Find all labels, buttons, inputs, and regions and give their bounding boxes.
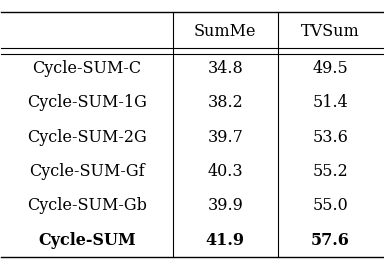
Text: Cycle-SUM: Cycle-SUM — [38, 232, 136, 249]
Text: 39.7: 39.7 — [207, 129, 243, 145]
Text: TVSum: TVSum — [301, 23, 359, 40]
Text: Cycle-SUM-Gf: Cycle-SUM-Gf — [29, 163, 145, 180]
Text: 51.4: 51.4 — [312, 94, 348, 111]
Text: 34.8: 34.8 — [207, 60, 243, 77]
Text: 57.6: 57.6 — [311, 232, 349, 249]
Text: 53.6: 53.6 — [312, 129, 348, 145]
Text: 40.3: 40.3 — [207, 163, 243, 180]
Text: 49.5: 49.5 — [312, 60, 348, 77]
Text: 38.2: 38.2 — [207, 94, 243, 111]
Text: 39.9: 39.9 — [207, 197, 243, 214]
Text: 41.9: 41.9 — [206, 232, 245, 249]
Text: 55.2: 55.2 — [312, 163, 348, 180]
Text: Cycle-SUM-Gb: Cycle-SUM-Gb — [27, 197, 147, 214]
Text: Cycle-SUM-1G: Cycle-SUM-1G — [27, 94, 147, 111]
Text: SumMe: SumMe — [194, 23, 257, 40]
Text: Cycle-SUM-2G: Cycle-SUM-2G — [27, 129, 147, 145]
Text: Cycle-SUM-C: Cycle-SUM-C — [33, 60, 142, 77]
Text: 55.0: 55.0 — [312, 197, 348, 214]
